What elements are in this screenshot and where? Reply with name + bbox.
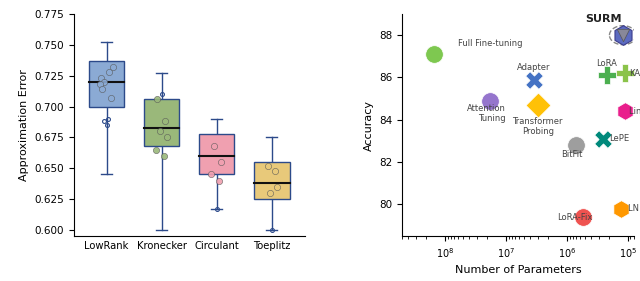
Bar — [254, 162, 289, 199]
Text: Lin. Probing: Lin. Probing — [629, 107, 640, 116]
Point — [532, 103, 543, 107]
X-axis label: Number of Parameters: Number of Parameters — [454, 265, 581, 275]
Text: Full Fine-tuning: Full Fine-tuning — [458, 39, 523, 48]
Text: Adapter: Adapter — [517, 63, 550, 72]
Text: LN Tuning: LN Tuning — [628, 204, 640, 213]
Text: Attention
Tuning: Attention Tuning — [467, 104, 506, 123]
Text: LoRA-Fix: LoRA-Fix — [557, 212, 593, 221]
Text: KAdaptation: KAdaptation — [629, 69, 640, 78]
Bar — [144, 99, 179, 146]
Bar — [89, 61, 124, 106]
Text: BitFit: BitFit — [561, 150, 582, 159]
Y-axis label: Approximation Error: Approximation Error — [19, 69, 29, 181]
Point — [571, 143, 581, 147]
Point — [618, 33, 628, 37]
Y-axis label: Accuracy: Accuracy — [364, 99, 374, 151]
Point — [429, 52, 439, 56]
Text: SURM: SURM — [585, 13, 621, 24]
Text: Transformer
Probing: Transformer Probing — [513, 117, 563, 136]
Point — [602, 73, 612, 78]
Point — [618, 33, 628, 37]
Text: LoRA: LoRA — [596, 59, 617, 68]
Point — [620, 71, 630, 76]
Point — [577, 215, 588, 219]
Point — [616, 206, 626, 211]
Point — [620, 109, 630, 114]
Point — [598, 137, 609, 141]
Point — [485, 98, 495, 103]
Text: LePE: LePE — [609, 134, 630, 143]
Bar — [199, 134, 234, 175]
Point — [529, 77, 539, 82]
